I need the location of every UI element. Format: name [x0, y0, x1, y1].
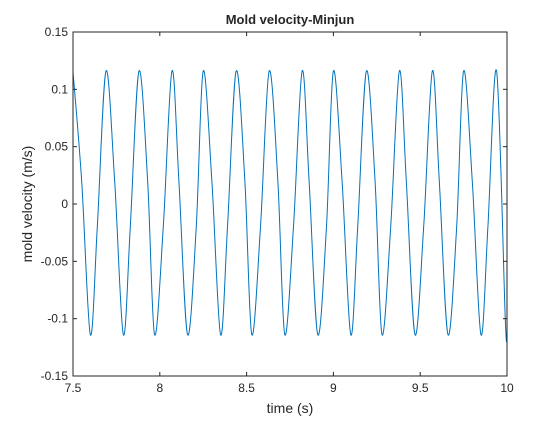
- y-tick-label: 0.05: [45, 140, 69, 154]
- chart-title: Mold velocity-Minjun: [226, 12, 355, 27]
- y-tick-label: 0.15: [45, 25, 69, 39]
- y-tick-label: 0.1: [51, 82, 68, 96]
- y-tick-label: -0.1: [47, 312, 68, 326]
- axes-layer: 7.5 8 8.5 9 9.5 10 0.15 0.1 0.05 0 -0.05 -0.1 -0.15: [41, 25, 514, 395]
- x-tick-label: 10: [500, 381, 514, 395]
- y-tick-label: -0.05: [41, 254, 69, 268]
- x-tick-label: 9: [330, 381, 337, 395]
- series-line-0: [73, 69, 507, 343]
- y-tick-label: 0: [61, 197, 68, 211]
- y-tick-label: -0.15: [41, 369, 69, 383]
- data-layer: [73, 69, 507, 343]
- x-tick-label: 8: [156, 381, 163, 395]
- x-tick-label: 9.5: [412, 381, 429, 395]
- x-tick-label: 8.5: [238, 381, 255, 395]
- y-axis-label: mold velocity (m/s): [19, 146, 35, 263]
- x-axis-label: time (s): [267, 400, 314, 416]
- x-tick-label: 7.5: [65, 381, 82, 395]
- plot-area: [73, 32, 507, 376]
